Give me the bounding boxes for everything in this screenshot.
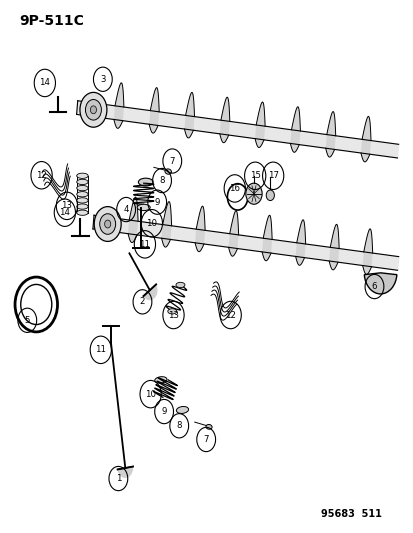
Circle shape — [85, 100, 101, 120]
Polygon shape — [143, 285, 157, 300]
Polygon shape — [362, 229, 372, 274]
Text: 13: 13 — [168, 311, 178, 319]
Polygon shape — [295, 220, 305, 265]
Ellipse shape — [154, 377, 166, 383]
Text: 1: 1 — [115, 474, 121, 483]
Text: 8: 8 — [176, 421, 182, 430]
Ellipse shape — [137, 204, 150, 211]
Text: 14: 14 — [39, 78, 50, 87]
Text: 4: 4 — [123, 205, 128, 214]
Polygon shape — [128, 197, 138, 243]
Text: 13: 13 — [61, 201, 72, 211]
Ellipse shape — [76, 185, 88, 191]
Text: 12: 12 — [36, 171, 47, 180]
Polygon shape — [219, 97, 229, 143]
Text: 10: 10 — [146, 219, 157, 228]
Text: 2: 2 — [139, 297, 145, 306]
Circle shape — [94, 207, 121, 241]
Text: 12: 12 — [225, 311, 236, 319]
Circle shape — [266, 190, 274, 200]
Polygon shape — [184, 92, 194, 138]
Ellipse shape — [76, 179, 88, 184]
Ellipse shape — [167, 309, 176, 314]
Text: 11: 11 — [95, 345, 106, 354]
Text: 5: 5 — [24, 316, 30, 325]
Text: 9P-511C: 9P-511C — [19, 14, 84, 28]
Text: 16: 16 — [229, 184, 240, 193]
Polygon shape — [328, 224, 338, 270]
Ellipse shape — [76, 191, 88, 197]
Polygon shape — [161, 201, 171, 247]
Text: 15: 15 — [249, 171, 260, 180]
Polygon shape — [93, 215, 398, 270]
Polygon shape — [360, 116, 370, 162]
Text: 9: 9 — [154, 198, 159, 207]
Polygon shape — [228, 211, 238, 256]
Polygon shape — [76, 101, 398, 158]
Circle shape — [80, 92, 107, 127]
Text: 17: 17 — [267, 171, 278, 180]
Ellipse shape — [176, 407, 188, 414]
Circle shape — [245, 183, 261, 204]
Ellipse shape — [76, 210, 88, 215]
Circle shape — [104, 220, 111, 228]
Text: 6: 6 — [371, 282, 376, 291]
Text: 9: 9 — [161, 407, 166, 416]
Polygon shape — [325, 111, 335, 157]
Polygon shape — [149, 87, 159, 133]
Polygon shape — [254, 102, 264, 148]
Text: 7: 7 — [203, 435, 209, 444]
Ellipse shape — [76, 204, 88, 209]
Text: 8: 8 — [159, 176, 164, 185]
Ellipse shape — [206, 424, 211, 429]
Ellipse shape — [76, 198, 88, 203]
Text: 3: 3 — [100, 75, 105, 84]
Polygon shape — [117, 466, 133, 478]
Text: 7: 7 — [169, 157, 175, 166]
Wedge shape — [363, 273, 396, 294]
Circle shape — [100, 214, 115, 235]
Circle shape — [90, 106, 96, 114]
Polygon shape — [114, 83, 123, 128]
Text: 95683  511: 95683 511 — [320, 508, 381, 519]
Text: 10: 10 — [145, 390, 156, 399]
Ellipse shape — [76, 173, 88, 179]
Polygon shape — [195, 206, 204, 252]
Polygon shape — [261, 215, 271, 261]
Polygon shape — [290, 107, 300, 152]
Ellipse shape — [164, 169, 171, 174]
Ellipse shape — [176, 282, 185, 288]
Text: 11: 11 — [139, 240, 150, 249]
Ellipse shape — [138, 178, 153, 186]
Text: 14: 14 — [59, 208, 70, 217]
